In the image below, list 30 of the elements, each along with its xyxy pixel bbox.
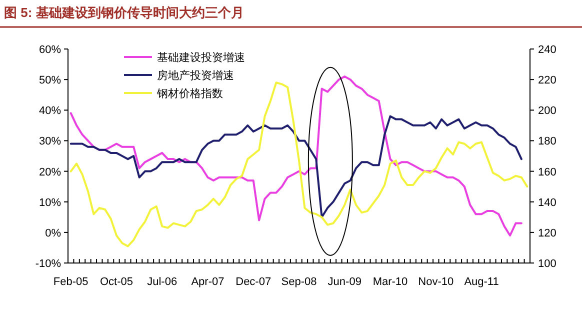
x-tick-label: Apr-07 — [191, 276, 224, 288]
y2-tick-label: 180 — [538, 136, 556, 148]
x-tick-label: Nov-10 — [418, 276, 454, 288]
y-tick-label: 50% — [38, 74, 62, 87]
y-tick-label: 60% — [38, 44, 62, 56]
y2-tick-label: 120 — [538, 227, 556, 240]
legend-label: 房地产投资增速 — [157, 69, 234, 82]
y-tick-label: 30% — [38, 136, 62, 148]
y2-tick-label: 140 — [538, 196, 556, 209]
y2-tick-label: 220 — [538, 74, 556, 87]
x-tick-label: Oct-05 — [100, 276, 133, 288]
x-tick-label: Feb-05 — [53, 276, 88, 288]
y2-tick-label: 240 — [538, 44, 556, 56]
x-tick-label: Aug-11 — [464, 276, 499, 288]
y2-tick-label: 160 — [538, 166, 556, 178]
y-tick-label: -10% — [35, 258, 62, 270]
y2-tick-label: 200 — [538, 105, 556, 118]
y2-tick-label: 100 — [538, 258, 556, 270]
x-tick-label: Mar-10 — [372, 276, 408, 288]
chart-title: 图 5: 基础建设到钢价传导时间大约三个月 — [4, 5, 244, 20]
y-tick-label: 20% — [38, 166, 62, 178]
y-tick-label: 0% — [45, 227, 62, 240]
x-tick-label: Dec-07 — [236, 276, 272, 288]
legend-label: 基础建设投资增速 — [157, 51, 245, 64]
legend-label: 钢材价格指数 — [156, 87, 223, 100]
y-tick-label: 10% — [38, 196, 62, 209]
y-tick-label: 40% — [38, 105, 62, 118]
x-tick-label: Jul-06 — [147, 276, 178, 288]
x-tick-label: Jun-09 — [328, 276, 362, 288]
x-tick-label: Sep-08 — [281, 276, 317, 288]
